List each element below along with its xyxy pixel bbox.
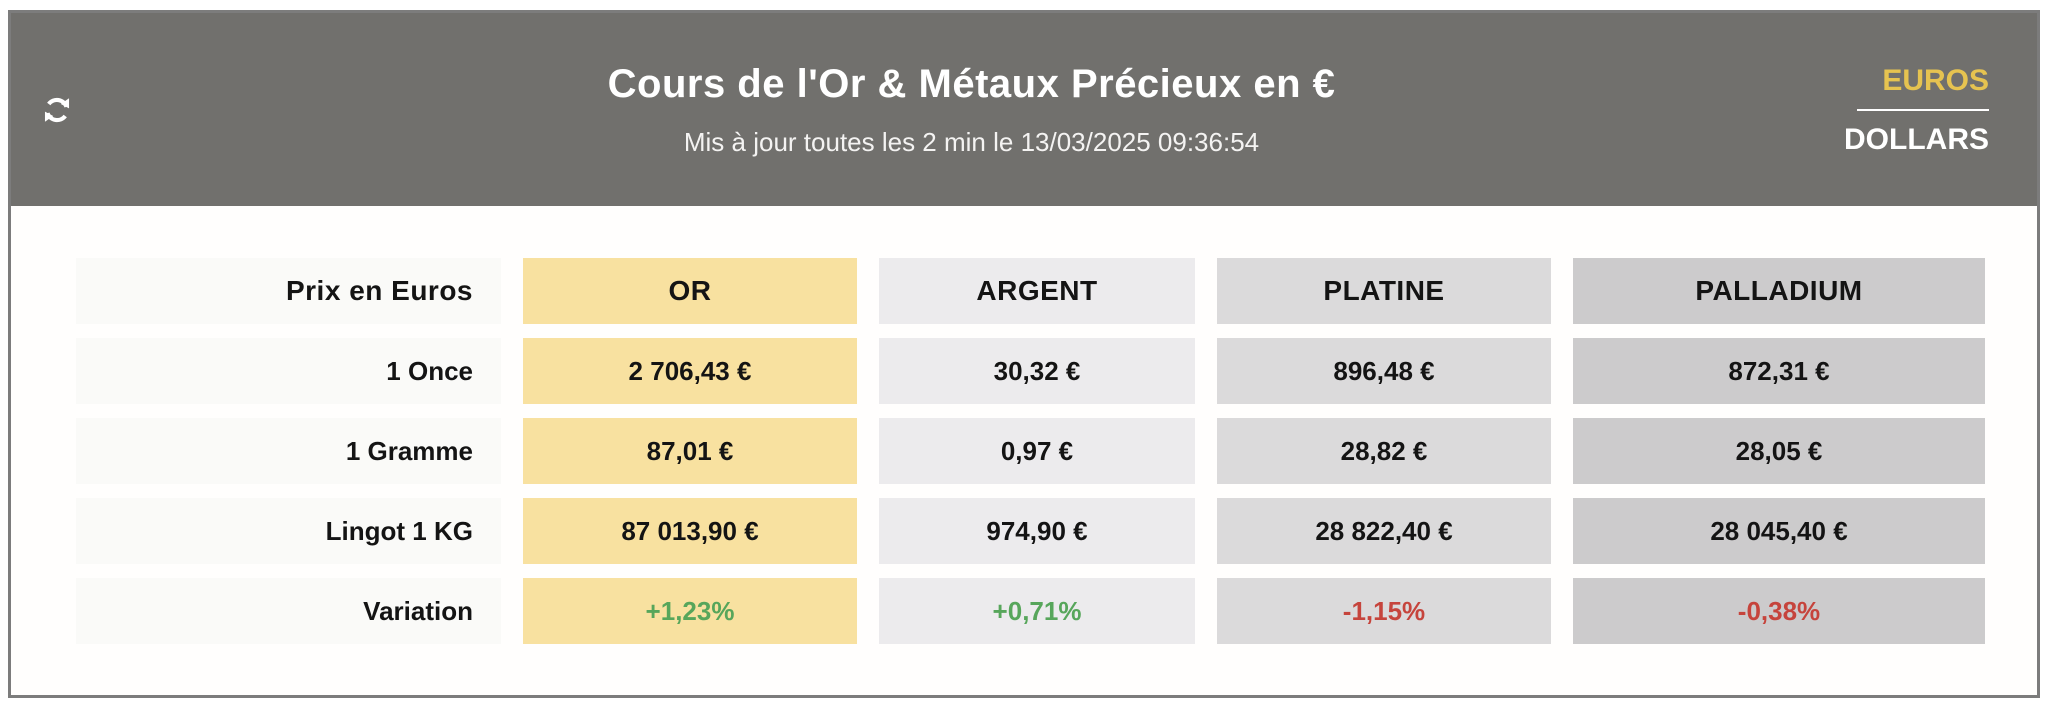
column-header-argent: ARGENT bbox=[879, 258, 1195, 324]
table-row-gramme: 1 Gramme 87,01 € 0,97 € 28,82 € 28,05 € bbox=[76, 418, 1985, 484]
currency-toggle-divider bbox=[1857, 108, 1989, 111]
table-row-lingot: Lingot 1 KG 87 013,90 € 974,90 € 28 822,… bbox=[76, 498, 1985, 564]
header-title-block: Cours de l'Or & Métaux Précieux en € Mis… bbox=[131, 13, 1812, 206]
refresh-icon bbox=[44, 97, 70, 122]
value-or-once: 2 706,43 € bbox=[523, 338, 857, 404]
column-header-palladium: PALLADIUM bbox=[1573, 258, 1985, 324]
column-header-or: OR bbox=[523, 258, 857, 324]
row-label: Lingot 1 KG bbox=[76, 498, 501, 564]
value-platine-lingot: 28 822,40 € bbox=[1217, 498, 1551, 564]
variation-platine: -1,15% bbox=[1217, 578, 1551, 644]
last-updated-text: Mis à jour toutes les 2 min le 13/03/202… bbox=[683, 126, 1260, 157]
prices-table: Prix en Euros OR ARGENT PLATINE PALLADIU… bbox=[11, 206, 2037, 644]
value-or-gramme: 87,01 € bbox=[523, 418, 857, 484]
value-platine-once: 896,48 € bbox=[1217, 338, 1551, 404]
value-palladium-lingot: 28 045,40 € bbox=[1573, 498, 1985, 564]
value-palladium-gramme: 28,05 € bbox=[1573, 418, 1985, 484]
row-label: 1 Once bbox=[76, 338, 501, 404]
corner-header-cell: Prix en Euros bbox=[76, 258, 501, 324]
variation-or: +1,23% bbox=[523, 578, 857, 644]
variation-argent: +0,71% bbox=[879, 578, 1195, 644]
table-row-variation: Variation +1,23% +0,71% -1,15% -0,38% bbox=[76, 578, 1985, 644]
row-label: 1 Gramme bbox=[76, 418, 501, 484]
column-header-platine: PLATINE bbox=[1217, 258, 1551, 324]
value-palladium-once: 872,31 € bbox=[1573, 338, 1985, 404]
variation-palladium: -0,38% bbox=[1573, 578, 1985, 644]
value-or-lingot: 87 013,90 € bbox=[523, 498, 857, 564]
table-header-row: Prix en Euros OR ARGENT PLATINE PALLADIU… bbox=[76, 258, 1985, 324]
table-row-once: 1 Once 2 706,43 € 30,32 € 896,48 € 872,3… bbox=[76, 338, 1985, 404]
value-argent-once: 30,32 € bbox=[879, 338, 1195, 404]
widget-header: Cours de l'Or & Métaux Précieux en € Mis… bbox=[11, 13, 2037, 206]
currency-option-euros[interactable]: EUROS bbox=[1882, 63, 1989, 97]
value-argent-gramme: 0,97 € bbox=[879, 418, 1195, 484]
value-platine-gramme: 28,82 € bbox=[1217, 418, 1551, 484]
precious-metals-widget: Cours de l'Or & Métaux Précieux en € Mis… bbox=[8, 10, 2040, 698]
header-left bbox=[11, 13, 131, 206]
value-argent-lingot: 974,90 € bbox=[879, 498, 1195, 564]
currency-option-dollars[interactable]: DOLLARS bbox=[1844, 122, 1989, 156]
currency-toggle: EUROS DOLLARS bbox=[1812, 13, 2037, 206]
page-title: Cours de l'Or & Métaux Précieux en € bbox=[607, 61, 1336, 106]
row-label: Variation bbox=[76, 578, 501, 644]
refresh-button[interactable] bbox=[37, 90, 77, 130]
